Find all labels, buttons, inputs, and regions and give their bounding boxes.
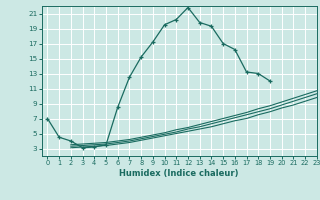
X-axis label: Humidex (Indice chaleur): Humidex (Indice chaleur) bbox=[119, 169, 239, 178]
